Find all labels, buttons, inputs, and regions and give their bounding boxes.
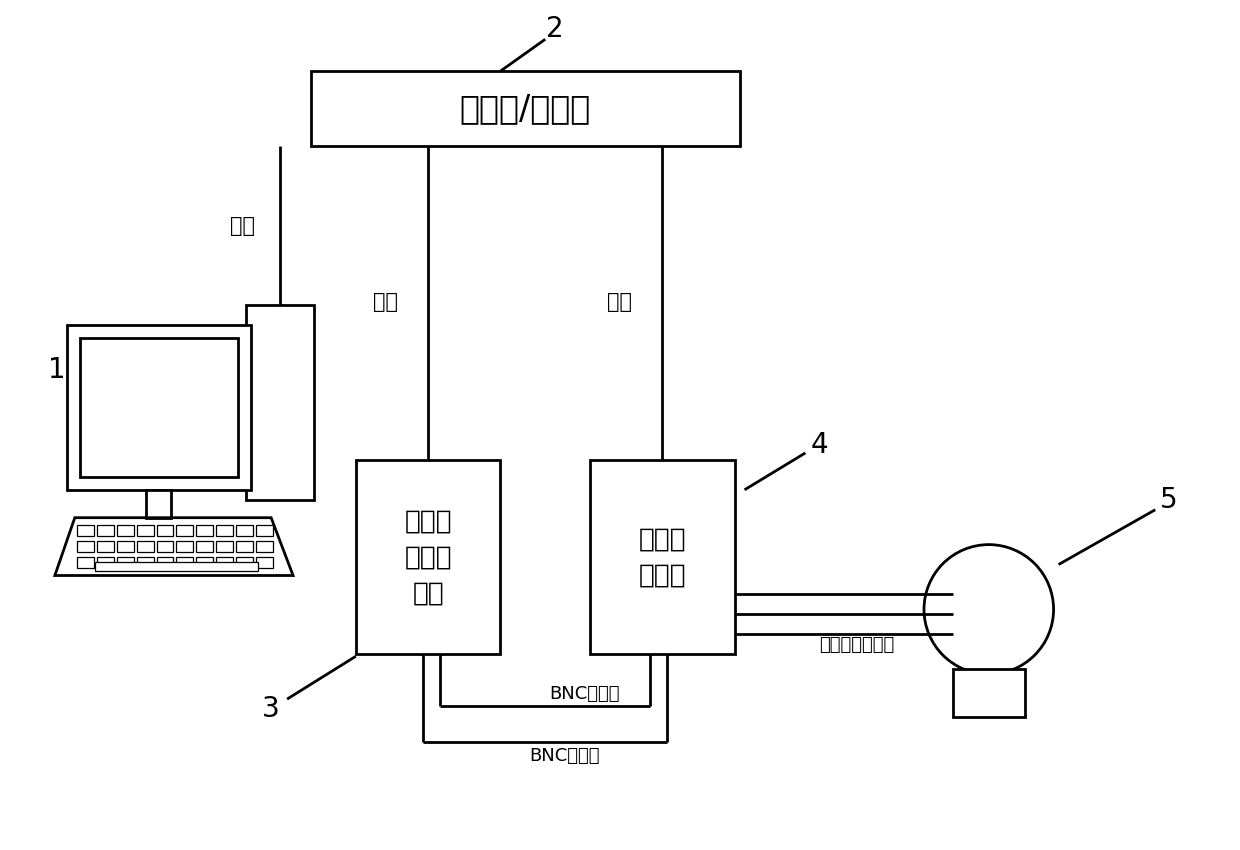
- Text: 3: 3: [263, 695, 280, 723]
- Bar: [216, 541, 233, 552]
- Text: 网线: 网线: [373, 292, 398, 313]
- Bar: [156, 524, 174, 536]
- Bar: [136, 541, 154, 552]
- Bar: [97, 524, 114, 536]
- Bar: [67, 326, 252, 490]
- Bar: [145, 490, 171, 518]
- Bar: [97, 541, 114, 552]
- Text: 网线: 网线: [608, 292, 632, 313]
- Bar: [156, 557, 174, 568]
- Bar: [77, 541, 94, 552]
- Bar: [97, 557, 114, 568]
- Bar: [79, 338, 238, 477]
- Bar: [952, 669, 1024, 717]
- Text: 路由器/交换机: 路由器/交换机: [460, 92, 591, 125]
- Bar: [257, 541, 273, 552]
- Text: 数字化
多道分
析器: 数字化 多道分 析器: [404, 508, 451, 606]
- Bar: [196, 524, 213, 536]
- Bar: [176, 524, 193, 536]
- Bar: [94, 562, 258, 570]
- Bar: [196, 541, 213, 552]
- Bar: [196, 557, 213, 568]
- Text: 5: 5: [1159, 485, 1177, 513]
- Bar: [77, 557, 94, 568]
- Text: BNC连接线: BNC连接线: [549, 685, 619, 703]
- Bar: [216, 524, 233, 536]
- Bar: [590, 460, 734, 654]
- Bar: [156, 541, 174, 552]
- Text: 4: 4: [811, 431, 828, 459]
- Text: 1: 1: [48, 356, 66, 384]
- Bar: [117, 541, 134, 552]
- Text: 航空接头连接线: 航空接头连接线: [820, 637, 894, 654]
- Text: 网线: 网线: [229, 216, 254, 235]
- Bar: [136, 524, 154, 536]
- Bar: [257, 524, 273, 536]
- Bar: [117, 557, 134, 568]
- Bar: [356, 460, 501, 654]
- Bar: [237, 557, 253, 568]
- Bar: [257, 557, 273, 568]
- Bar: [176, 541, 193, 552]
- Bar: [176, 557, 193, 568]
- Text: 2: 2: [547, 15, 564, 43]
- Bar: [237, 541, 253, 552]
- Bar: [237, 524, 253, 536]
- Bar: [136, 557, 154, 568]
- Bar: [247, 305, 314, 500]
- Text: 放射源
模拟器: 放射源 模拟器: [639, 526, 686, 588]
- Bar: [311, 71, 739, 146]
- Bar: [77, 524, 94, 536]
- Bar: [117, 524, 134, 536]
- Bar: [216, 557, 233, 568]
- Text: BNC连接线: BNC连接线: [529, 747, 599, 765]
